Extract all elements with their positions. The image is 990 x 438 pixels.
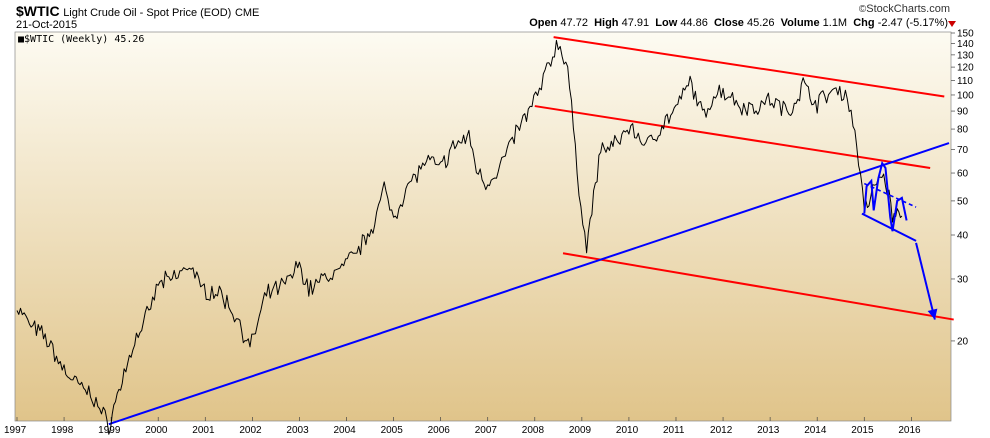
price-line xyxy=(16,39,903,435)
red-trendline-2 xyxy=(562,252,954,321)
flag-pattern xyxy=(861,160,917,242)
x-tick-label: 2009 xyxy=(569,425,592,436)
low-value: 44.86 xyxy=(680,17,708,29)
high-value: 47.91 xyxy=(621,17,650,29)
x-tick-label: 2001 xyxy=(192,425,215,436)
chart-title: $WTIC Light Crude Oil - Spot Price (EOD)… xyxy=(16,3,259,19)
x-tick-label: 2010 xyxy=(616,425,639,436)
x-tick-label: 2015 xyxy=(851,425,874,436)
y-tick-label: 100 xyxy=(957,90,974,101)
brand-name: StockCharts.com xyxy=(866,3,950,15)
volume-label: Volume xyxy=(780,17,820,29)
x-tick-label: 2016 xyxy=(898,425,921,436)
x-tick-label: 2003 xyxy=(286,425,309,436)
y-tick-label: 60 xyxy=(957,169,969,180)
flag-dashed-line xyxy=(863,182,917,208)
plot-area xyxy=(14,31,952,422)
x-tick-label: 2012 xyxy=(710,425,733,436)
high-label: High xyxy=(594,17,619,29)
x-tick-label: 1998 xyxy=(51,425,74,436)
target-arrow-line xyxy=(915,242,936,320)
exchange-label: CME xyxy=(234,7,260,19)
open-value: 47.72 xyxy=(560,17,588,29)
x-tick-label: 2005 xyxy=(381,425,404,436)
chart-date: 21-Oct-2015 xyxy=(16,19,78,31)
copyright-symbol: © xyxy=(858,4,867,15)
trendlines xyxy=(108,36,954,426)
series-legend: ■$WTIC (Weekly) 45.26 xyxy=(18,34,144,45)
legend-label: $WTIC (Weekly) 45.26 xyxy=(24,34,144,45)
x-tick-label: 2002 xyxy=(239,425,262,436)
blue-trendline-3 xyxy=(108,142,950,426)
y-tick-label: 30 xyxy=(957,274,969,285)
y-tick-label: 50 xyxy=(957,196,969,207)
low-label: Low xyxy=(655,17,678,29)
close-value: 45.26 xyxy=(747,17,775,29)
open-label: Open xyxy=(529,17,558,29)
quote-summary: Open 47.72 High 47.91 Low 44.86 Close 45… xyxy=(529,17,948,29)
y-tick-label: 20 xyxy=(957,336,969,347)
y-tick-label: 150 xyxy=(957,29,974,40)
y-tick-label: 110 xyxy=(957,76,973,87)
legend-marker-icon: ■ xyxy=(18,34,24,45)
flag-outline xyxy=(863,160,908,232)
y-tick-label: 40 xyxy=(957,231,969,242)
price-series xyxy=(16,39,903,435)
x-tick-label: 1999 xyxy=(98,425,121,436)
instrument-name: Light Crude Oil - Spot Price (EOD) xyxy=(63,7,232,19)
x-tick-label: 2007 xyxy=(475,425,498,436)
close-label: Close xyxy=(713,17,744,29)
flag-lower-line xyxy=(861,212,917,242)
arrowhead-icon xyxy=(927,308,938,320)
x-axis: 1997 1998 1999 2000 2001 2002 2003 2004 2005 2006… xyxy=(4,417,921,436)
chg-value: -2.47 (-5.17%) xyxy=(877,17,948,29)
down-arrow-icon xyxy=(948,21,956,27)
x-tick-label: 2011 xyxy=(663,425,685,436)
chart-header: $WTIC Light Crude Oil - Spot Price (EOD)… xyxy=(0,0,990,36)
x-tick-label: 1997 xyxy=(4,425,27,436)
brand-logo[interactable]: ©StockCharts.com xyxy=(859,3,950,15)
x-tick-label: 2006 xyxy=(428,425,451,436)
x-tick-label: 2000 xyxy=(145,425,168,436)
y-tick-label: 80 xyxy=(957,125,969,136)
x-tick-label: 2013 xyxy=(757,425,780,436)
y-tick-label: 70 xyxy=(957,145,969,156)
chg-label: Chg xyxy=(853,17,875,29)
y-tick-label: 90 xyxy=(957,107,969,118)
symbol-label: $WTIC xyxy=(16,3,60,19)
volume-value: 1.1M xyxy=(822,17,848,29)
red-trendline-1 xyxy=(534,105,931,170)
y-tick-label: 120 xyxy=(957,63,974,74)
y-tick-label: 130 xyxy=(957,50,974,61)
x-tick-label: 2004 xyxy=(333,425,356,436)
x-tick-label: 2008 xyxy=(522,425,545,436)
y-tick-label: 140 xyxy=(957,39,974,50)
red-trendline-0 xyxy=(553,36,945,98)
x-tick-label: 2014 xyxy=(804,425,827,436)
